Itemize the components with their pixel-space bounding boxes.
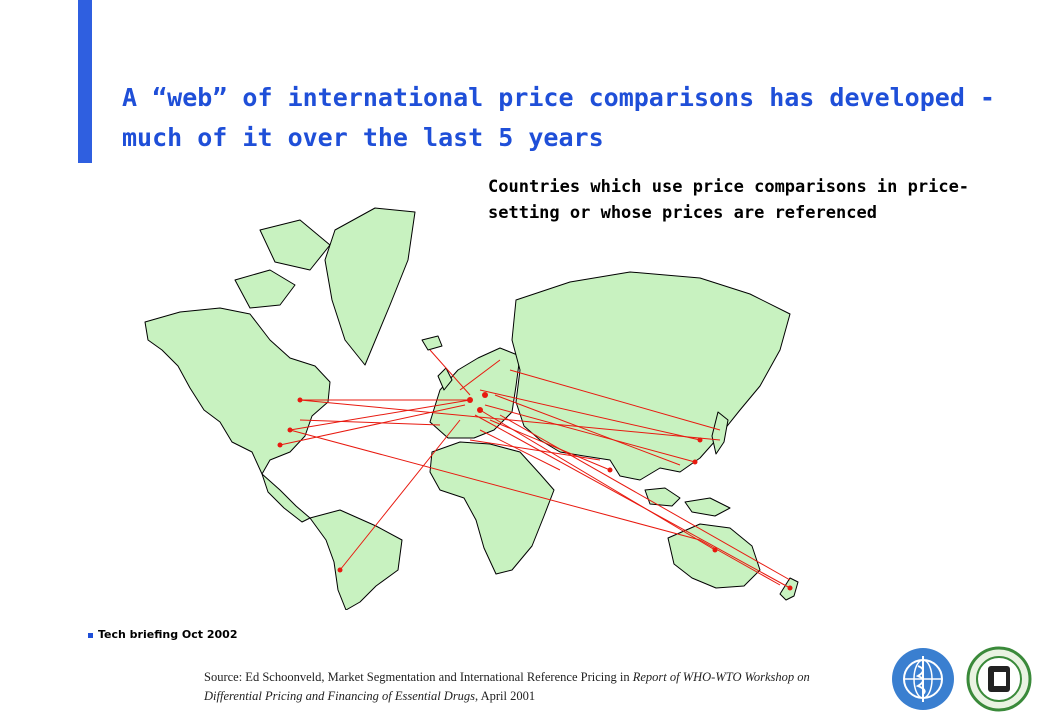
greenland-shape (324, 207, 416, 366)
source-citation: Source: Ed Schoonveld, Market Segmentati… (204, 668, 824, 706)
source-report-title: Report of WHO-WTO Workshop on Differenti… (204, 670, 810, 703)
bullet-icon (88, 632, 93, 638)
accent-bar (78, 0, 92, 163)
se-asia-islands-shape (644, 487, 681, 507)
asia-shape (511, 271, 791, 481)
uk-shape (437, 367, 453, 391)
north-america-shape (144, 307, 331, 475)
reference-lines (279, 349, 791, 589)
reference-points (277, 392, 793, 591)
map-caption: Countries which use price comparisons in… (488, 177, 970, 223)
japan-shape (711, 411, 729, 455)
europe-shape (429, 347, 521, 439)
australia-shape (667, 523, 761, 589)
world-map-icon (144, 207, 799, 610)
central-america-shape (261, 473, 311, 523)
se-asia-islands-shape-2 (684, 497, 731, 517)
source-suffix: , April 2001 (475, 689, 536, 703)
iceland-shape (421, 335, 443, 351)
footer-note-text: Tech briefing Oct 2002 (98, 628, 238, 641)
who-emblem-icon (890, 646, 956, 712)
wto-emblem-icon (966, 646, 1032, 712)
africa-shape (429, 441, 555, 575)
slide-title: A “web” of international price compariso… (122, 83, 995, 152)
world-map (140, 190, 830, 610)
arctic-islands-shape (234, 269, 296, 309)
south-america-shape (309, 509, 403, 610)
footer-note: Tech briefing Oct 2002 (88, 628, 237, 641)
source-prefix: Source: Ed Schoonveld, Market Segmentati… (204, 670, 633, 684)
arctic-islands-shape-2 (259, 219, 331, 271)
